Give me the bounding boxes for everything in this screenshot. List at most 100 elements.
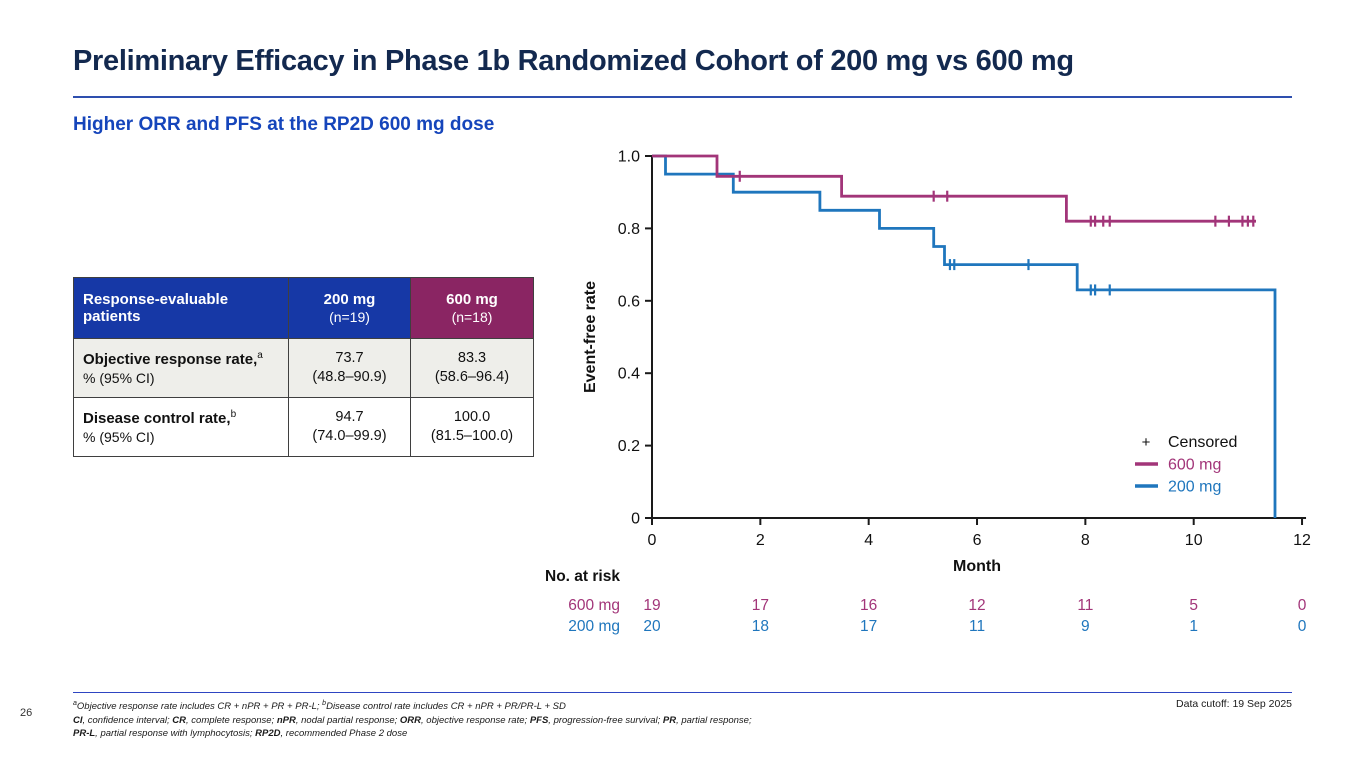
value-cell-600mg: 100.0 (81.5–100.0): [410, 397, 534, 457]
y-tick-label: 0.8: [618, 221, 640, 238]
x-tick-label: 0: [648, 532, 657, 549]
text-segment: CI: [73, 714, 83, 726]
text-segment: CR: [172, 714, 187, 726]
value-cell-200mg: 73.7 (48.8–90.9): [288, 338, 411, 398]
x-tick-label: 10: [1185, 532, 1203, 549]
text-segment: , partial response;: [676, 714, 752, 726]
text-segment: PR-L: [73, 728, 96, 740]
text-segment: , objective response rate;: [421, 714, 530, 726]
confidence-interval: (81.5–100.0): [430, 428, 514, 444]
text-segment: b: [322, 700, 327, 707]
table-row-dcr: Disease control rate,b % (95% CI) 94.7 (…: [73, 397, 534, 457]
header-title: 600 mg: [446, 291, 498, 308]
text-segment: PFS: [529, 714, 549, 726]
text-segment: RP2D: [255, 728, 281, 740]
x-tick-label: 2: [756, 532, 765, 549]
value-cell-200mg: 94.7 (74.0–99.9): [288, 397, 411, 457]
row-label-cell: Disease control rate,b % (95% CI): [73, 397, 289, 457]
km-curve-200-mg: [652, 154, 1277, 518]
km-chart-container: 0 0.2 0.4 0.6 0.8 1.0 0 2 4 6 8 10 12 Month Event-free…: [540, 135, 1315, 600]
footnote-line-2: CI, confidence interval; CR, complete re…: [73, 714, 1133, 728]
risk-count: 19: [643, 597, 661, 614]
confidence-interval: (58.6–96.4): [434, 369, 510, 385]
y-tick-label: 0.6: [618, 293, 640, 310]
slide-title: Preliminary Efficacy in Phase 1b Randomi…: [73, 45, 1074, 77]
footer-divider-line: [73, 692, 1292, 693]
header-title: Response-evaluable patients: [83, 291, 229, 325]
table-header-patients: Response-evaluable patients: [73, 277, 289, 339]
value-cell-600mg: 83.3 (58.6–96.4): [410, 338, 534, 398]
row-label: Disease control rate,b: [83, 409, 279, 429]
table-header-200mg: 200 mg (n=19): [288, 277, 411, 339]
legend-label-200-mg: 200 mg: [1168, 479, 1221, 496]
slide-subtitle: Higher ORR and PFS at the RP2D 600 mg do…: [73, 114, 495, 135]
legend-label-600-mg: 600 mg: [1168, 457, 1221, 474]
risk-count: 12: [968, 597, 986, 614]
footnote-line-3: PR-L, partial response with lymphocytosi…: [73, 727, 1133, 741]
text-segment: Objective response rate,: [83, 350, 258, 368]
table-header-row: Response-evaluable patients 200 mg (n=19…: [73, 277, 534, 339]
x-tick-label: 6: [973, 532, 982, 549]
censored-plus-icon: +: [1142, 434, 1151, 451]
risk-count: 11: [1077, 597, 1094, 614]
text-segment: , complete response;: [186, 714, 277, 726]
table-header-600mg: 600 mg (n=18): [410, 277, 534, 339]
risk-count: 9: [1081, 618, 1090, 635]
y-tick-label: 0.4: [618, 366, 640, 383]
x-tick-label: 8: [1081, 532, 1090, 549]
risk-count: 16: [860, 597, 878, 614]
header-n: (n=19): [329, 309, 370, 325]
text-segment: Objective response rate includes CR + nP…: [76, 701, 323, 713]
risk-count: 0: [1297, 618, 1307, 635]
risk-row-label-600-mg: 600 mg: [568, 597, 620, 614]
text-segment: nPR: [276, 714, 296, 726]
risk-count: 11: [968, 618, 986, 635]
value: 94.7: [335, 409, 364, 426]
text-segment: , recommended Phase 2 dose: [280, 728, 408, 740]
footnotes: aObjective response rate includes CR + n…: [73, 697, 1133, 741]
row-sublabel: % (95% CI): [83, 370, 155, 387]
footnote-line-1: aObjective response rate includes CR + n…: [73, 697, 1133, 714]
text-segment: ORR: [399, 714, 422, 726]
table-row-orr: Objective response rate,a % (95% CI) 73.…: [73, 338, 534, 398]
risk-count: 0: [1297, 597, 1307, 614]
title-divider-line: [73, 96, 1292, 98]
row-sublabel: % (95% CI): [83, 429, 155, 446]
y-tick-label: 1.0: [618, 149, 640, 166]
risk-count: 18: [751, 618, 769, 635]
risk-count: 1: [1189, 618, 1198, 635]
text-segment: , confidence interval;: [82, 714, 173, 726]
text-segment: , nodal partial response;: [295, 714, 400, 726]
page-number: 26: [20, 707, 33, 719]
confidence-interval: (48.8–90.9): [312, 369, 387, 385]
km-chart: 0 0.2 0.4 0.6 0.8 1.0 0 2 4 6 8 10 12 Month Event-free…: [582, 149, 1311, 576]
value: 100.0: [453, 409, 491, 426]
text-segment: PR: [662, 714, 677, 726]
header-n: (n=18): [451, 309, 493, 325]
risk-count: 17: [751, 597, 769, 614]
text-segment: , partial response with lymphocytosis;: [95, 728, 256, 740]
data-cutoff: Data cutoff: 19 Sep 2025: [1176, 698, 1292, 710]
row-label: Objective response rate,a: [83, 350, 279, 370]
value: 73.7: [335, 350, 364, 367]
row-label-cell: Objective response rate,a % (95% CI): [73, 338, 289, 398]
header-title: 200 mg: [323, 291, 376, 308]
response-table: Response-evaluable patients 200 mg (n=19…: [73, 277, 534, 457]
text-segment: , progression-free survival;: [548, 714, 663, 726]
x-tick-label: 4: [864, 532, 873, 549]
text-segment: a: [73, 700, 77, 707]
km-curve-600-mg: [652, 154, 1256, 223]
text-segment: Disease control rate,: [83, 409, 231, 427]
text-segment: a: [257, 349, 263, 361]
confidence-interval: (74.0–99.9): [312, 428, 387, 444]
y-axis-title: Event-free rate: [582, 281, 599, 393]
legend-label-censored: Censored: [1168, 434, 1237, 451]
risk-count: 17: [860, 618, 878, 635]
x-tick-label: 12: [1293, 532, 1311, 549]
y-tick-label: 0: [631, 511, 640, 528]
x-axis-title: Month: [953, 558, 1001, 575]
y-tick-label: 0.2: [618, 438, 640, 455]
text-segment: b: [230, 408, 237, 420]
value: 83.3: [457, 350, 487, 367]
